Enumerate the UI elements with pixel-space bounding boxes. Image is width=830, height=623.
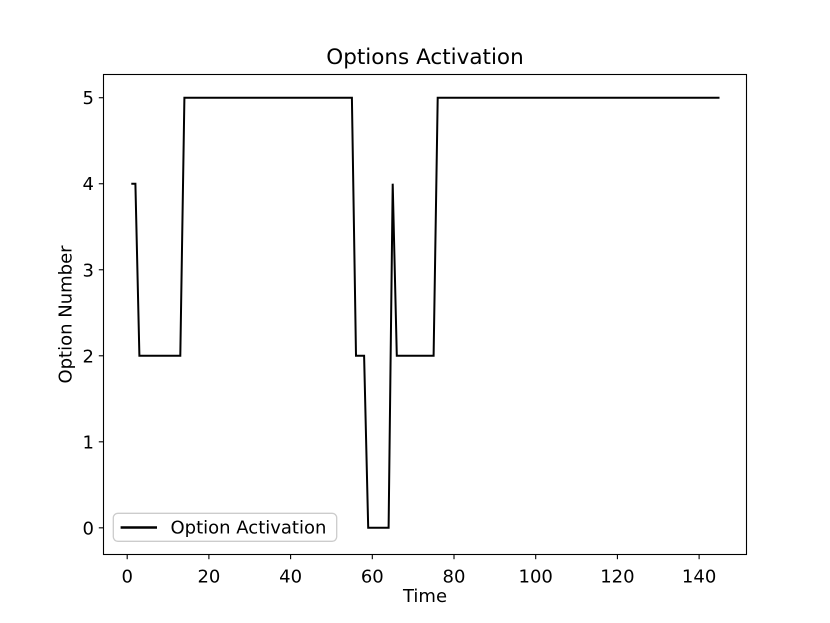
y-tick-label: 2: [83, 346, 94, 367]
chart-title: Options Activation: [326, 45, 523, 70]
x-tick-label: 80: [443, 567, 466, 588]
legend-box: [112, 512, 338, 542]
x-tick-label: 20: [197, 567, 220, 588]
x-tick-label: 40: [279, 567, 302, 588]
plot-area: 0 20 40 60 80 100 120 140 0 1 2 3 4 5: [83, 73, 748, 588]
option-activation-line: [131, 96, 720, 529]
y-tick-label: 1: [83, 432, 94, 453]
axes-spines: [102, 73, 748, 556]
y-tick-label: 4: [83, 174, 94, 195]
x-axis-label: Time: [402, 586, 447, 607]
x-tick-label: 120: [600, 567, 634, 588]
x-tick-label: 0: [121, 567, 132, 588]
y-tick-label: 3: [83, 260, 94, 281]
y-tick-label: 0: [83, 518, 94, 539]
y-axis-label: Option Number: [56, 245, 77, 384]
legend: Option Activation: [112, 512, 338, 542]
legend-label: Option Activation: [171, 518, 327, 539]
y-tick-label: 5: [83, 88, 94, 109]
x-tick-label: 100: [519, 567, 553, 588]
x-tick-label: 140: [682, 567, 716, 588]
x-tick-label: 60: [361, 567, 384, 588]
